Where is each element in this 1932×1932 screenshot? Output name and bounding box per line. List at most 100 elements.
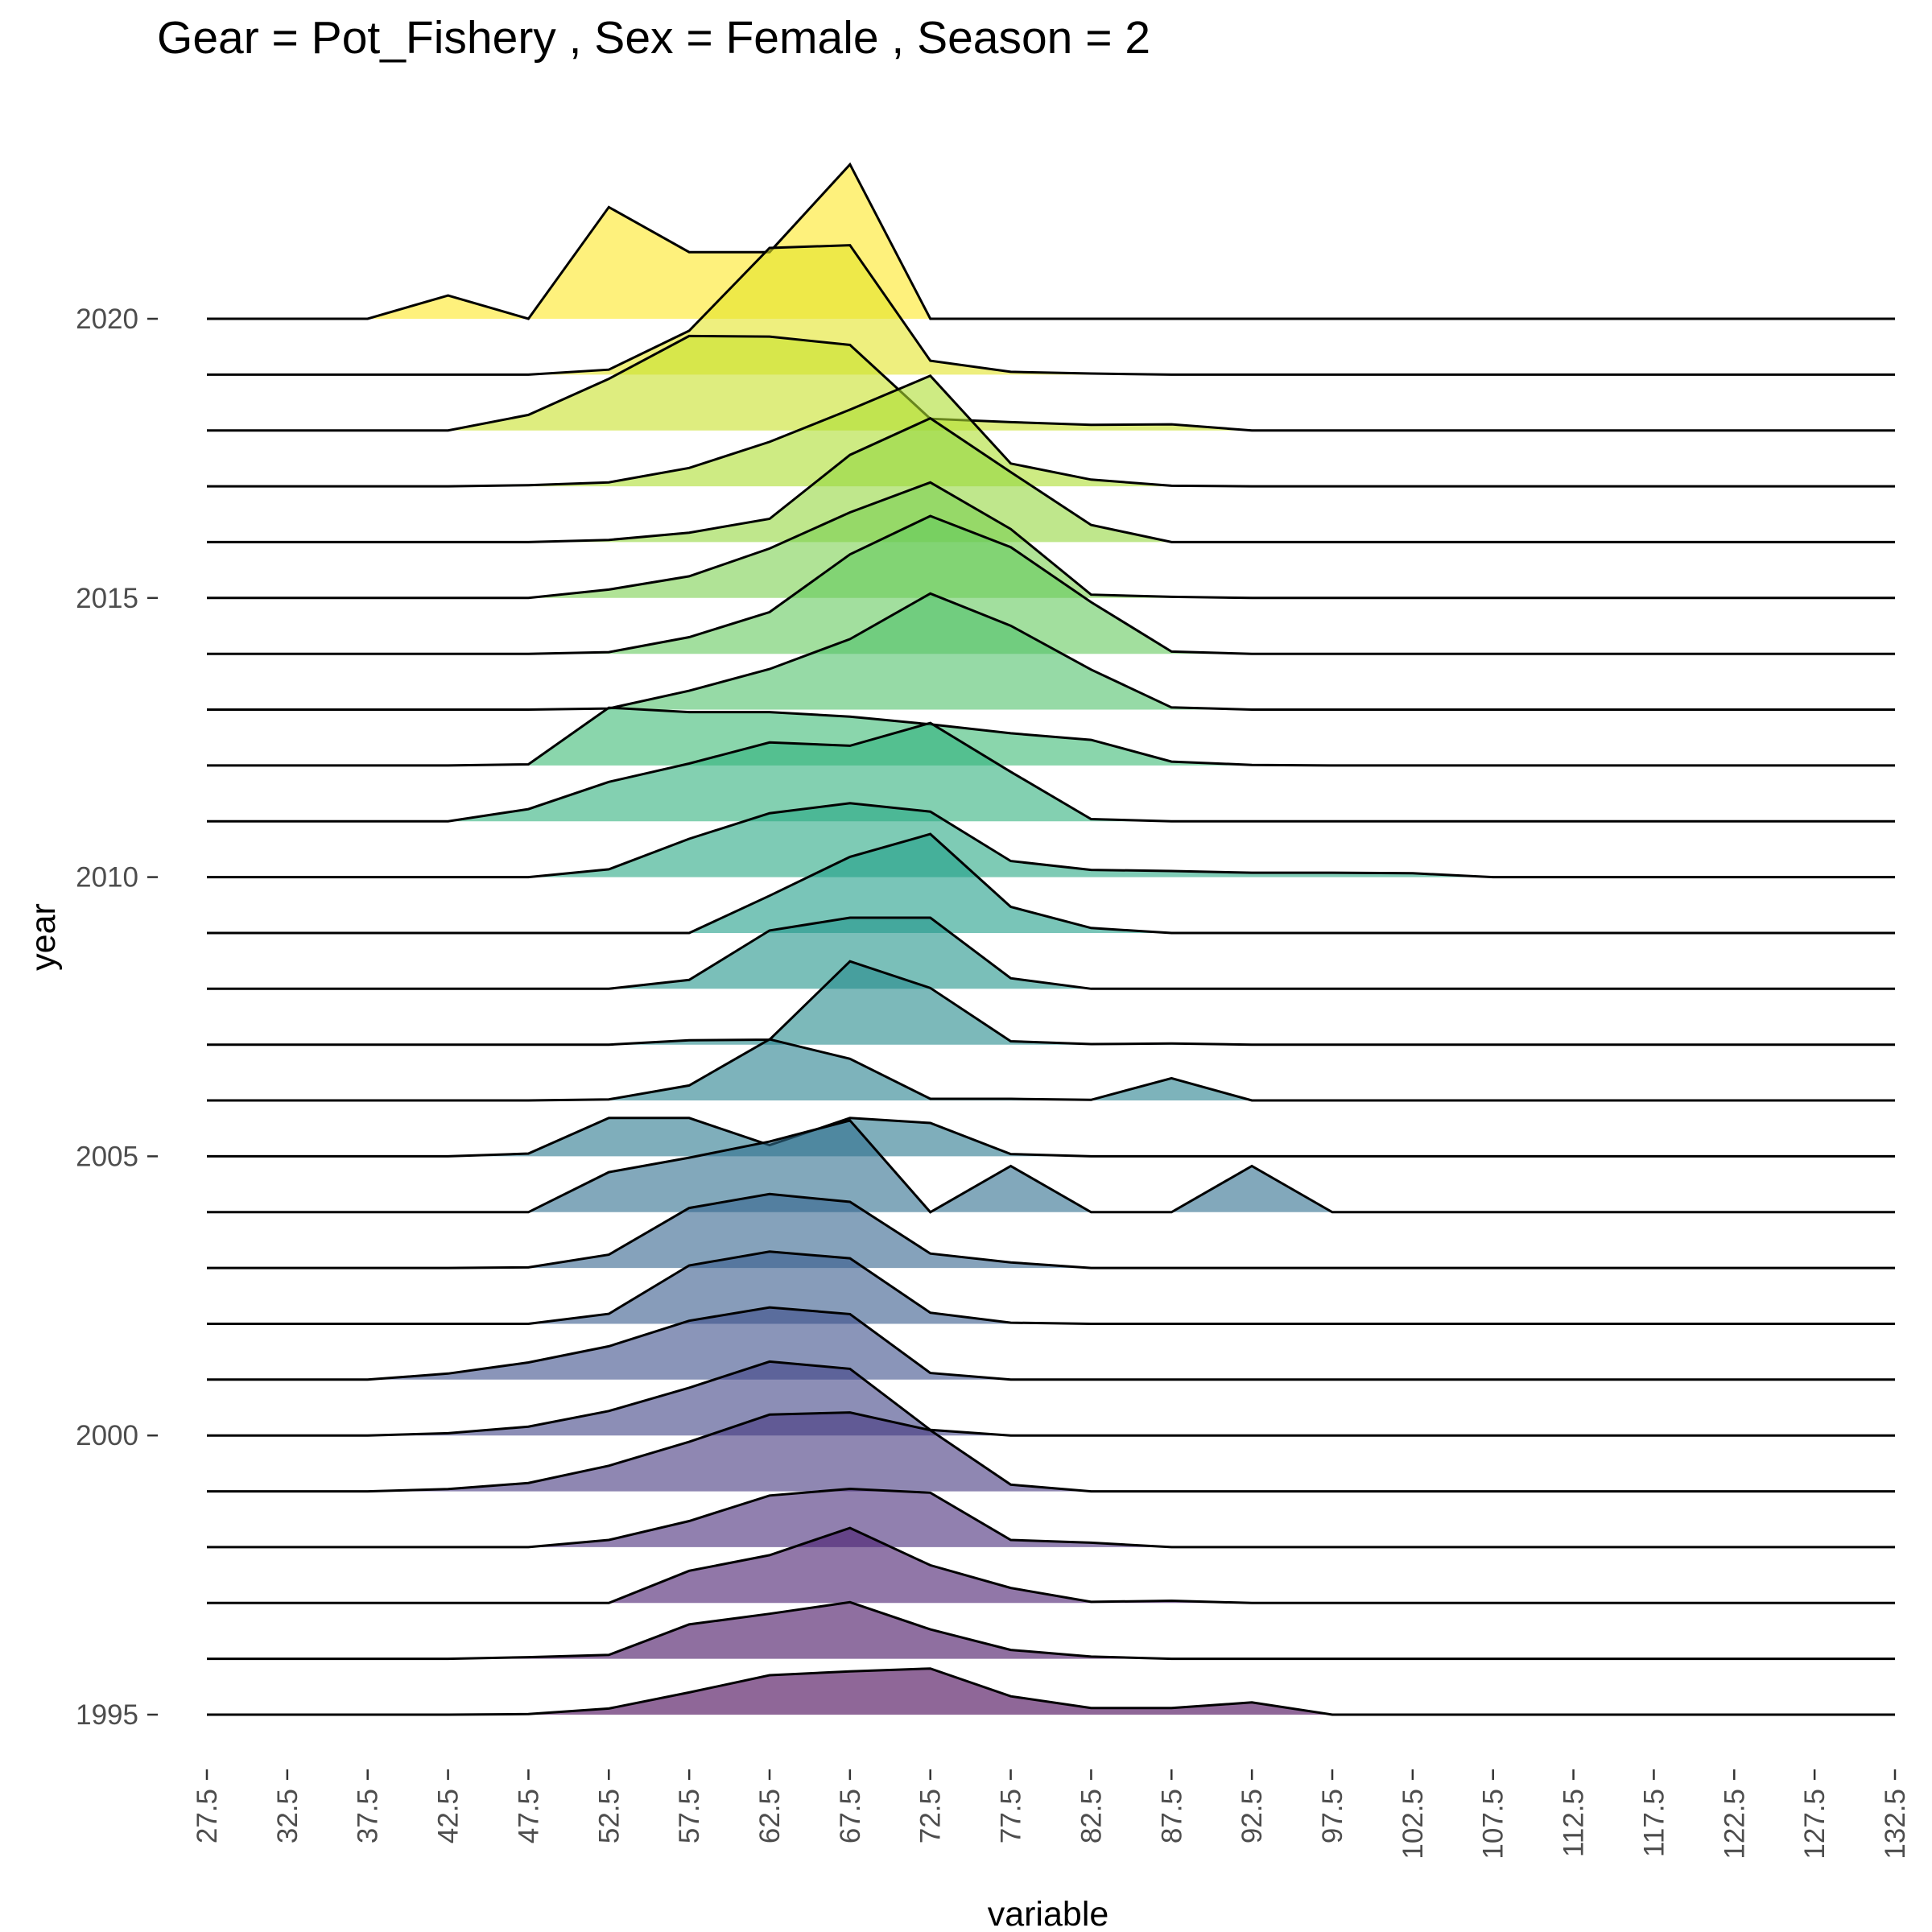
x-axis-title: variable (988, 1895, 1109, 1932)
ridge-line-2005 (207, 1117, 1895, 1158)
ridge-line-2013 (207, 592, 1895, 711)
ridge-1999 (207, 1411, 1895, 1493)
ridge-line-2017 (207, 374, 1895, 488)
x-tick-label-37.5: 37.5 (353, 1789, 384, 1843)
ridge-2002 (207, 1250, 1895, 1325)
ridge-2009 (207, 832, 1895, 935)
ridge-line-2000 (207, 1360, 1895, 1437)
ridge-line-2015 (207, 481, 1895, 600)
ridge-2017 (207, 374, 1895, 488)
ridge-area-2013 (207, 593, 1895, 710)
ridge-area-1996 (207, 1602, 1895, 1659)
ridge-line-2019 (207, 244, 1895, 376)
ridge-area-2006 (207, 1039, 1895, 1100)
ridge-area-1997 (207, 1528, 1895, 1604)
y-tick-label-1995: 1995 (76, 1699, 138, 1731)
ridge-line-2018 (207, 334, 1895, 432)
ridge-area-2020 (207, 164, 1895, 319)
ridge-1996 (207, 1600, 1895, 1661)
ridge-area-1999 (207, 1412, 1895, 1492)
y-tick-label-2020: 2020 (76, 303, 138, 335)
ridge-line-2006 (207, 1038, 1895, 1102)
x-tick-label-47.5: 47.5 (513, 1789, 544, 1843)
x-tick-label-67.5: 67.5 (835, 1789, 866, 1843)
y-tick-label-2010: 2010 (76, 862, 138, 894)
x-tick-label-82.5: 82.5 (1075, 1789, 1107, 1843)
ridge-area-2004 (207, 1120, 1895, 1212)
ridge-line-2016 (207, 416, 1895, 543)
ridge-line-2012 (207, 706, 1895, 767)
x-tick-label-77.5: 77.5 (996, 1789, 1027, 1843)
ridge-2010 (207, 802, 1895, 879)
x-tick-label-57.5: 57.5 (674, 1789, 705, 1843)
ridge-2006 (207, 1038, 1895, 1102)
x-tick-label-112.5: 112.5 (1558, 1789, 1590, 1857)
x-tick-label-62.5: 62.5 (754, 1789, 786, 1843)
x-tick-label-127.5: 127.5 (1799, 1789, 1831, 1860)
ridge-line-1997 (207, 1526, 1895, 1604)
ridge-2018 (207, 334, 1895, 432)
ridge-2016 (207, 416, 1895, 543)
ridge-line-2009 (207, 832, 1895, 935)
ridge-line-1998 (207, 1487, 1895, 1549)
ridge-line-2004 (207, 1119, 1895, 1214)
ridge-line-2008 (207, 916, 1895, 990)
ridge-line-1995 (207, 1667, 1895, 1716)
ridge-2000 (207, 1360, 1895, 1437)
ridge-2004 (207, 1119, 1895, 1214)
ridge-area-2016 (207, 418, 1895, 543)
y-axis-title: year (24, 903, 63, 971)
ridge-area-2001 (207, 1307, 1895, 1380)
ridge-area-2011 (207, 723, 1895, 822)
ridge-line-2011 (207, 721, 1895, 823)
ridge-line-1996 (207, 1600, 1895, 1661)
ridge-line-1999 (207, 1411, 1895, 1493)
x-tick-label-107.5: 107.5 (1478, 1789, 1509, 1860)
ridge-2014 (207, 514, 1895, 655)
ridge-area-2003 (207, 1194, 1895, 1269)
x-tick-label-102.5: 102.5 (1397, 1789, 1429, 1860)
ridge-area-2005 (207, 1117, 1895, 1157)
ridge-line-2001 (207, 1306, 1895, 1381)
ridge-area-2014 (207, 516, 1895, 654)
ridge-1997 (207, 1526, 1895, 1604)
ridge-2012 (207, 706, 1895, 767)
ridge-2020 (207, 162, 1895, 320)
x-tick-label-122.5: 122.5 (1719, 1789, 1750, 1860)
y-tick-label-2000: 2000 (76, 1420, 138, 1451)
ridge-area-2002 (207, 1251, 1895, 1324)
ridge-2011 (207, 721, 1895, 823)
chart-title: Gear = Pot_Fishery , Sex = Female , Seas… (157, 12, 1151, 64)
ridge-2008 (207, 916, 1895, 990)
x-tick-label-117.5: 117.5 (1638, 1789, 1670, 1857)
x-tick-label-72.5: 72.5 (915, 1789, 947, 1843)
x-tick-label-132.5: 132.5 (1880, 1789, 1911, 1860)
x-tick-label-42.5: 42.5 (433, 1789, 464, 1843)
ridge-area-2018 (207, 336, 1895, 431)
ridge-line-2020 (207, 162, 1895, 320)
y-tick-label-2005: 2005 (76, 1141, 138, 1172)
x-tick-label-32.5: 32.5 (272, 1789, 303, 1843)
ridge-2005 (207, 1117, 1895, 1158)
ridge-2003 (207, 1192, 1895, 1269)
y-axis: 1995 2000 2005 2010 2015 2020 (76, 303, 158, 1731)
x-tick-label-87.5: 87.5 (1156, 1789, 1187, 1843)
ridge-line-2002 (207, 1250, 1895, 1325)
ridge-2019 (207, 244, 1895, 376)
ridge-line-2003 (207, 1192, 1895, 1269)
ridge-area-1995 (207, 1668, 1895, 1715)
x-tick-label-27.5: 27.5 (192, 1789, 223, 1843)
ridge-area-2000 (207, 1361, 1895, 1436)
ridge-area-1998 (207, 1488, 1895, 1547)
ridge-area-2007 (207, 961, 1895, 1045)
ridge-line-2014 (207, 514, 1895, 655)
ridge-line-2007 (207, 960, 1895, 1046)
ridge-1998 (207, 1487, 1895, 1549)
x-tick-label-97.5: 97.5 (1317, 1789, 1348, 1843)
ridge-2001 (207, 1306, 1895, 1381)
y-tick-label-2015: 2015 (76, 583, 138, 614)
ridge-2013 (207, 592, 1895, 711)
ridge-line-2010 (207, 802, 1895, 879)
ridges-layer (207, 162, 1895, 1716)
